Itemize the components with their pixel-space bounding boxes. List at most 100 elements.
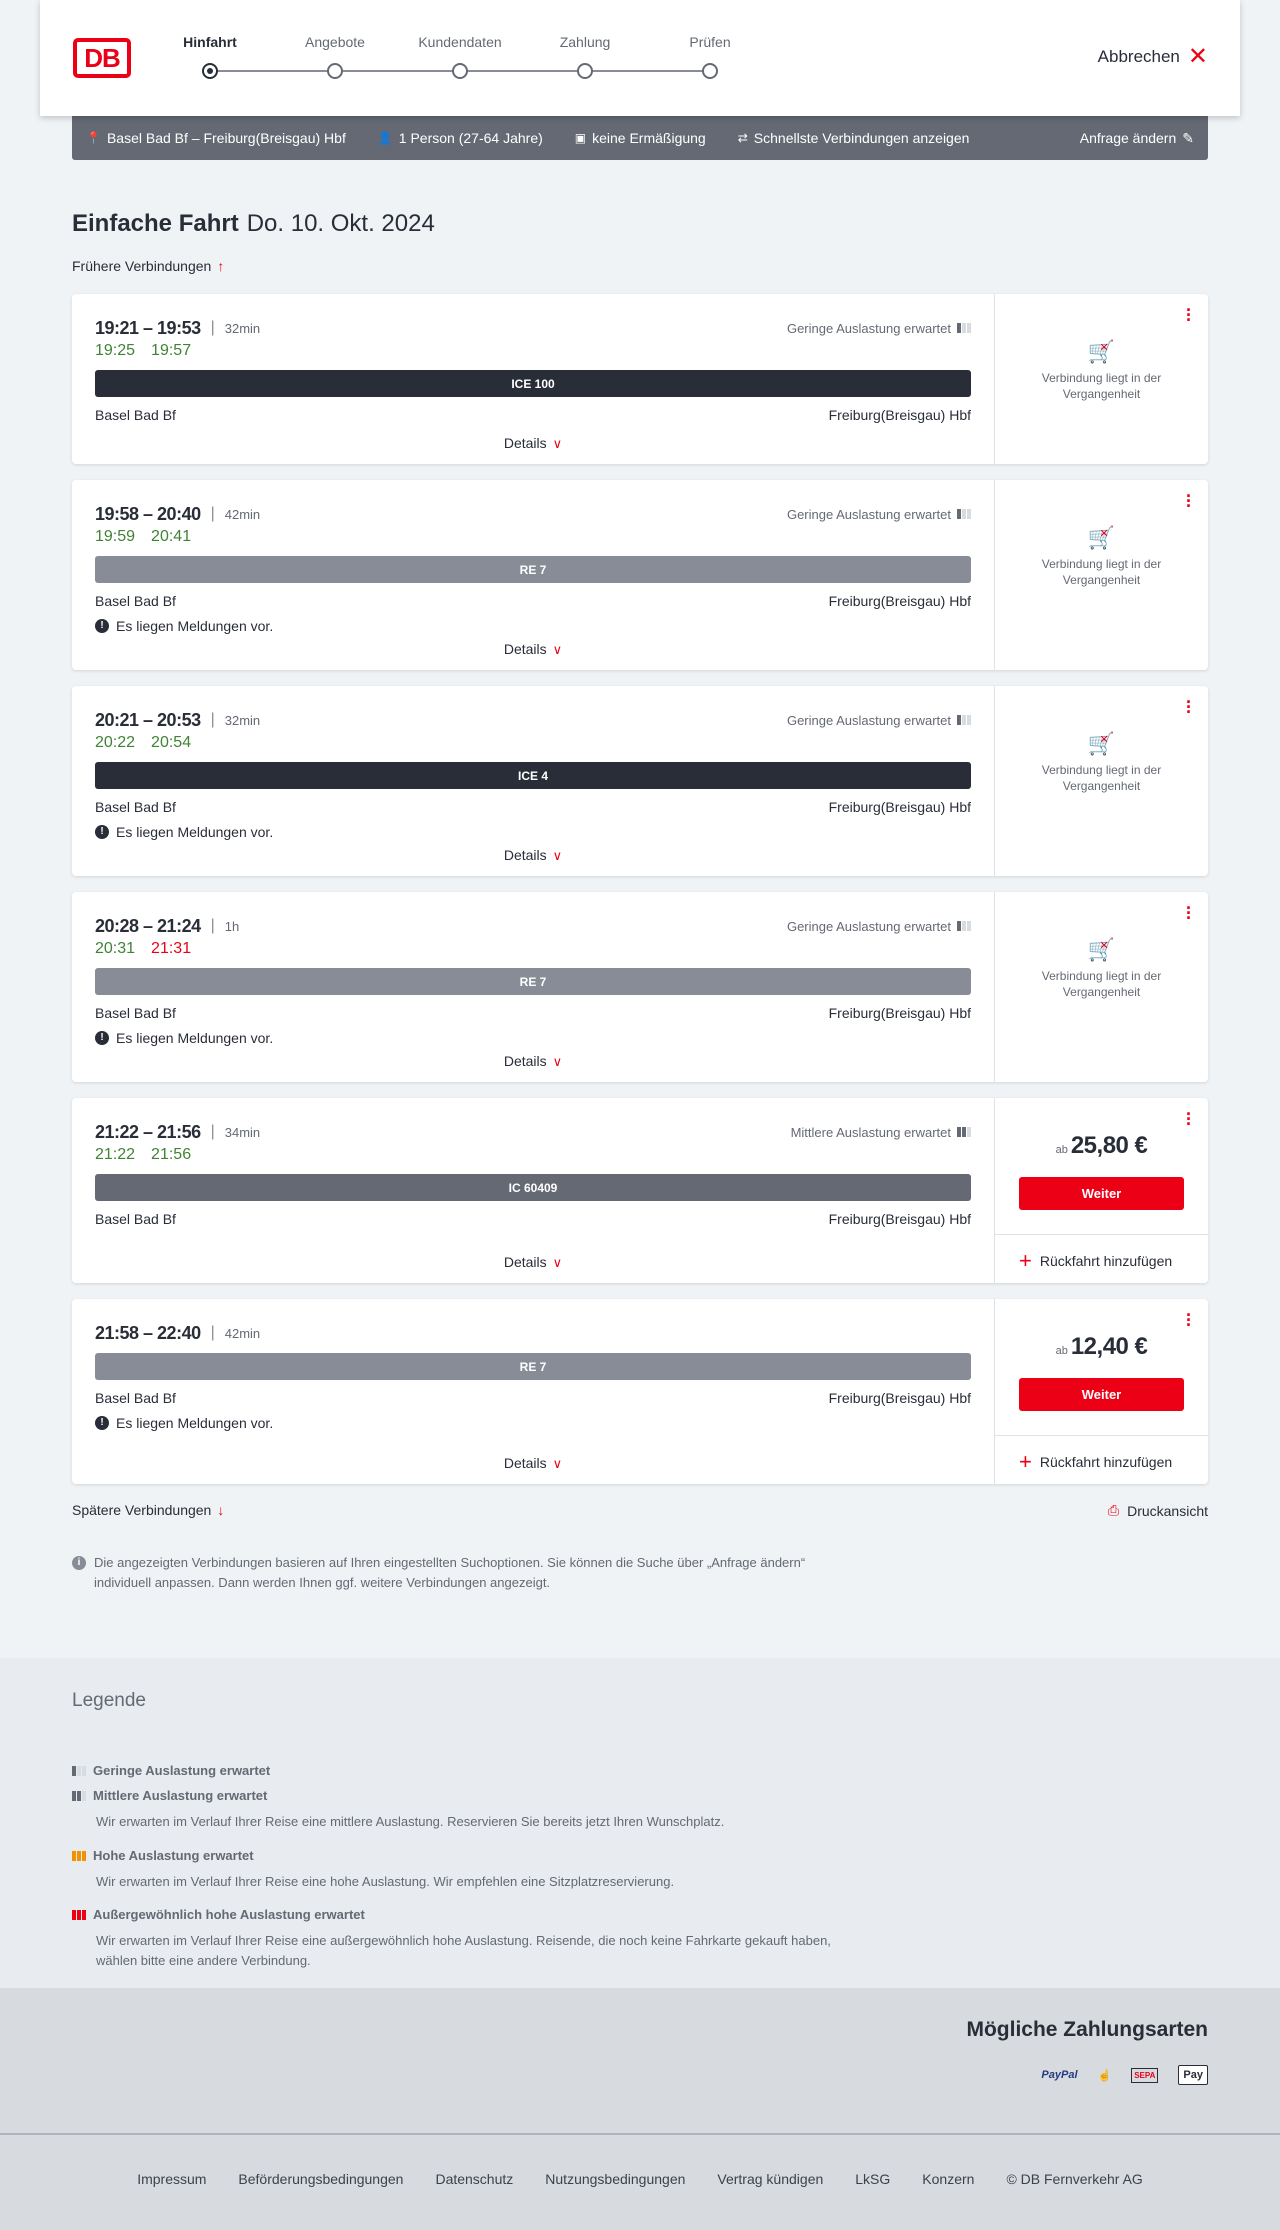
train-bar[interactable]: RE 7 [95,968,971,995]
duration: 34min [224,1124,261,1140]
footer-link[interactable]: Datenschutz [435,2171,514,2187]
add-return-button[interactable]: + Rückfahrt hinzufügen [1019,1250,1172,1272]
realtime-departure: 21:22 [95,1146,136,1163]
step-dot [327,63,343,79]
footer-link[interactable]: Konzern [922,2171,975,2187]
cancel-button[interactable]: Abbrechen ✕ [1098,45,1208,69]
info-note-text: Die angezeigten Verbindungen basieren au… [94,1555,806,1590]
edit-request-button[interactable]: Anfrage ändern ✎ [1080,130,1194,147]
past-text: Verbindung liegt in der Vergangenheit [1041,557,1162,587]
price-amount: 25,80 € [1070,1132,1148,1159]
person-icon: 👤 [377,131,393,145]
add-return-label: Rückfahrt hinzufügen [1039,1454,1173,1470]
planned-times: 21:58 – 22:40 [95,1322,201,1343]
duration: 42min [224,1325,261,1341]
legend-item-medium: Mittlere Auslastung erwartet Wir erwarte… [72,1788,872,1832]
continue-button[interactable]: Weiter [1019,1378,1184,1411]
edit-request-label: Anfrage ändern [1079,130,1177,146]
duration: 1h [224,918,240,934]
past-text: Verbindung liegt in der Vergangenheit [1041,763,1162,793]
arrow-down-icon: ↓ [217,1502,225,1518]
message-text: Es liegen Meldungen vor. [116,618,274,634]
more-options-icon[interactable]: · · · [1186,486,1192,516]
price-prefix: ab [1055,1144,1068,1156]
route-text: Basel Bad Bf – Freiburg(Breisgau) Hbf [106,130,346,146]
connection-info: 21:22 – 21:56 | 34min Mittlere Auslastung e… [72,1098,995,1283]
chevron-down-icon: ∨ [552,848,563,863]
step-pruefen: Prüfen [689,34,731,50]
continue-button[interactable]: Weiter [1019,1177,1184,1210]
details-toggle[interactable]: Details ∨ [72,641,994,658]
later-label: Spätere Verbindungen [72,1502,212,1518]
connection-card[interactable]: 19:21 – 19:53 | 32min Geringe Auslastung er… [72,294,1208,464]
footer-divider [0,2133,1280,2135]
more-options-icon[interactable]: · · · [1186,1104,1192,1134]
connection-card[interactable]: 20:28 – 21:24 | 1h Geringe Auslastung erwar… [72,892,1208,1082]
cart-disabled-icon: 🛒 ✕ [1087,525,1116,550]
exclamation-icon: ! [95,619,109,633]
details-label: Details [503,1053,547,1069]
more-options-icon[interactable]: · · · [1186,692,1192,722]
past-connection-notice: 🛒 ✕ Verbindung liegt in der Vergangenheit [995,939,1208,1000]
price: ab 12,40 € [995,1333,1208,1361]
apple-pay-label: Pay [1183,2069,1203,2081]
origin-station: Basel Bad Bf [95,799,176,815]
step-zahlung: Zahlung [559,34,611,50]
footer-link[interactable]: Nutzungsbedingungen [545,2171,686,2187]
cart-disabled-icon: 🛒 ✕ [1087,339,1116,364]
add-return-button[interactable]: + Rückfahrt hinzufügen [1019,1451,1173,1473]
connection-offer: · · · ab 12,40 € Weiter + Rückfahrt hinzufügen [995,1299,1208,1484]
earlier-connections-link[interactable]: Frühere Verbindungen ↑ [72,258,224,274]
cart-disabled-icon: 🛒 ✕ [1087,731,1116,756]
separator: | [210,1324,215,1341]
discount-text: keine Ermäßigung [592,130,706,146]
details-toggle[interactable]: Details ∨ [72,847,994,864]
connection-card[interactable]: 19:58 – 20:40 | 42min Geringe Auslastung er… [72,480,1208,670]
details-toggle[interactable]: Details ∨ [72,435,994,452]
planned-times: 20:28 – 21:24 [95,915,201,936]
print-view-link[interactable]: ⎙ Druckansicht [1108,1502,1208,1519]
trip-date: Do. 10. Okt. 2024 [246,210,435,237]
connection-card[interactable]: 20:21 – 20:53 | 32min Geringe Auslastung er… [72,686,1208,876]
realtime-times: 19:25 19:57 [95,340,971,362]
footer-link[interactable]: LkSG [855,2171,891,2187]
details-toggle[interactable]: Details ∨ [72,1254,994,1271]
legend-item-desc: Wir erwarten im Verlauf Ihrer Reise eine… [96,1814,725,1829]
footer-link[interactable]: Beförderungsbedingungen [238,2171,404,2187]
details-label: Details [503,1254,547,1270]
details-toggle[interactable]: Details ∨ [72,1053,994,1070]
step-dot [577,63,593,79]
destination-station: Freiburg(Breisgau) Hbf [828,1390,971,1406]
connection-card[interactable]: 21:58 – 22:40 | 42min RE 7 Basel Bad Bf Freib… [72,1299,1208,1484]
more-options-icon[interactable]: · · · [1186,300,1192,330]
legend-item-title: Geringe Auslastung erwartet [93,1763,271,1778]
chevron-down-icon: ∨ [552,1054,563,1069]
load-indicator: Geringe Auslastung erwartet [787,507,971,522]
step-kundendaten: Kundendaten [418,34,502,50]
footer-link[interactable]: Impressum [137,2171,207,2187]
load-high-icon [72,1850,86,1861]
details-toggle[interactable]: Details ∨ [72,1455,994,1472]
later-connections-link[interactable]: Spätere Verbindungen ↓ [72,1502,224,1518]
train-bar[interactable]: RE 7 [95,1353,971,1380]
realtime-arrival: 21:31 [151,940,192,957]
more-options-icon[interactable]: · · · [1186,1305,1192,1335]
train-bar[interactable]: ICE 4 [95,762,971,789]
db-logo[interactable]: DB [73,38,131,78]
legend-item-high: Hohe Auslastung erwartet Wir erwarten im… [72,1848,872,1892]
travellers-text: 1 Person (27-64 Jahre) [398,130,543,146]
connection-offer: · · · 🛒 ✕ Verbindung liegt in der Vergangenhe… [995,294,1208,464]
footer-link[interactable]: © DB Fernverkehr AG [1006,2171,1143,2187]
load-icon [957,509,971,519]
train-bar[interactable]: IC 60409 [95,1174,971,1201]
footer-link[interactable]: Vertrag kündigen [717,2171,824,2187]
paypal-icon: PayPal [1041,2069,1078,2081]
past-text: Verbindung liegt in der Vergangenheit [1041,371,1162,401]
more-options-icon[interactable]: · · · [1186,898,1192,928]
connection-card[interactable]: 21:22 – 21:56 | 34min Mittlere Auslastung e… [72,1098,1208,1283]
train-bar[interactable]: ICE 100 [95,370,971,397]
price-amount: 12,40 € [1070,1333,1148,1360]
train-bar[interactable]: RE 7 [95,556,971,583]
step-dot [452,63,468,79]
message-notice: ! Es liegen Meldungen vor. [95,1029,971,1047]
